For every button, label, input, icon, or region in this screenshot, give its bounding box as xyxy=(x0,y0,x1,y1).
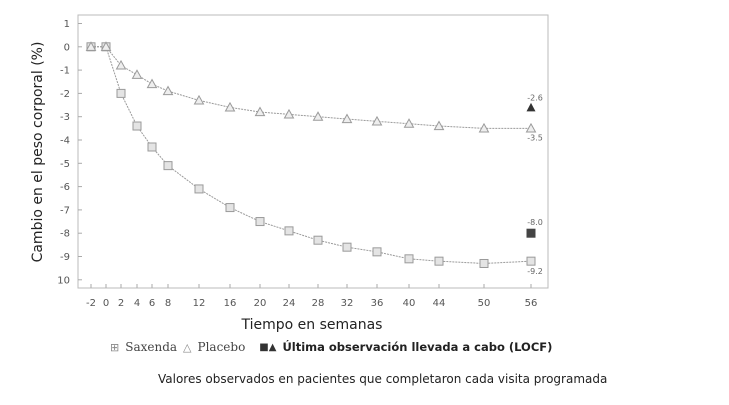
saxenda-legend-icon: ⊞ xyxy=(110,340,120,354)
saxenda-point xyxy=(479,258,489,268)
x-tick-label: 28 xyxy=(312,298,325,309)
placebo-point xyxy=(371,115,383,126)
saxenda-point xyxy=(132,121,142,131)
y-tick-label: -1 xyxy=(60,66,70,77)
placebo-end-label: -3.5 xyxy=(527,133,543,142)
x-tick-label: 50 xyxy=(478,298,491,309)
legend-locf: Última observación llevada a cabo (LOCF) xyxy=(282,340,553,354)
x-tick-label: 6 xyxy=(149,298,155,309)
saxenda-point xyxy=(116,88,126,98)
saxenda-point xyxy=(194,184,204,194)
saxenda-point xyxy=(284,226,294,236)
x-tick-label: 12 xyxy=(193,298,206,309)
x-tick-label: 0 xyxy=(103,298,109,309)
placebo-point xyxy=(85,41,97,51)
legend: ⊞ Saxenda △ Placebo ■▲ Última observació… xyxy=(110,340,552,354)
y-axis-title: Cambio en el peso corporal (%) xyxy=(30,42,46,263)
locf-placebo-marker xyxy=(526,102,536,112)
x-tick-label: 8 xyxy=(165,298,171,309)
x-tick-label: 4 xyxy=(134,298,140,309)
placebo-point xyxy=(131,69,143,79)
placebo-legend-icon: △ xyxy=(183,340,192,354)
plot-frame xyxy=(77,14,549,289)
y-tick-label: -2 xyxy=(60,89,70,100)
placebo-point xyxy=(100,41,112,51)
y-tick-label: -8 xyxy=(60,229,70,240)
legend-placebo: Placebo xyxy=(197,340,246,354)
y-tick-label: 0 xyxy=(64,42,70,53)
y-tick-label: -7 xyxy=(60,205,70,216)
x-tick-label: 32 xyxy=(341,298,354,309)
x-tick-label: 16 xyxy=(224,298,237,309)
y-tick-label: 10 xyxy=(57,275,70,286)
saxenda-point xyxy=(163,161,173,171)
placebo-point xyxy=(254,106,266,117)
placebo-point xyxy=(224,101,236,112)
saxenda-point xyxy=(404,254,414,264)
placebo-point xyxy=(312,111,324,121)
saxenda-point xyxy=(342,242,352,252)
saxenda-point xyxy=(526,256,536,266)
placebo-point xyxy=(193,94,205,105)
y-tick-label: -5 xyxy=(60,159,70,170)
footnote: Valores observados en pacientes que comp… xyxy=(158,372,608,386)
x-tick-label: 36 xyxy=(371,298,384,309)
placebo-point xyxy=(433,120,445,131)
placebo-point xyxy=(341,113,353,124)
saxenda-point xyxy=(225,203,235,213)
placebo-point xyxy=(283,108,295,119)
saxenda-point xyxy=(147,142,157,152)
y-tick-label: -3 xyxy=(60,112,70,123)
locf-legend-icons: ■▲ xyxy=(259,341,277,353)
y-tick-label: -9 xyxy=(60,252,70,263)
saxenda-point xyxy=(255,217,265,227)
locf-saxenda-label: -8.0 xyxy=(527,218,543,227)
y-tick-label: 1 xyxy=(64,19,70,30)
y-tick-label: -4 xyxy=(60,136,70,147)
x-tick-label: -2 xyxy=(86,298,96,309)
x-tick-label: 2 xyxy=(118,298,124,309)
x-tick-label: 40 xyxy=(403,298,416,309)
y-tick-label: -6 xyxy=(60,182,70,193)
x-tick-label: 20 xyxy=(254,298,267,309)
saxenda-point xyxy=(313,235,323,245)
locf-placebo-label: -2.6 xyxy=(527,93,543,102)
placebo-point xyxy=(162,85,174,96)
x-tick-label: 24 xyxy=(283,298,296,309)
saxenda-point xyxy=(434,256,444,266)
legend-saxenda: Saxenda xyxy=(125,340,178,354)
placebo-point xyxy=(478,122,490,133)
saxenda-line xyxy=(91,46,532,264)
locf-saxenda-marker xyxy=(526,228,536,238)
saxenda-point xyxy=(372,247,382,257)
x-tick-label: 44 xyxy=(433,298,446,309)
x-axis-title: Tiempo en semanas xyxy=(241,317,383,333)
x-tick-label: 56 xyxy=(525,298,538,309)
placebo-point xyxy=(403,118,415,128)
placebo-point xyxy=(115,59,127,70)
saxenda-end-label: -9.2 xyxy=(527,267,543,276)
placebo-point xyxy=(146,78,158,89)
placebo-point xyxy=(525,122,537,133)
